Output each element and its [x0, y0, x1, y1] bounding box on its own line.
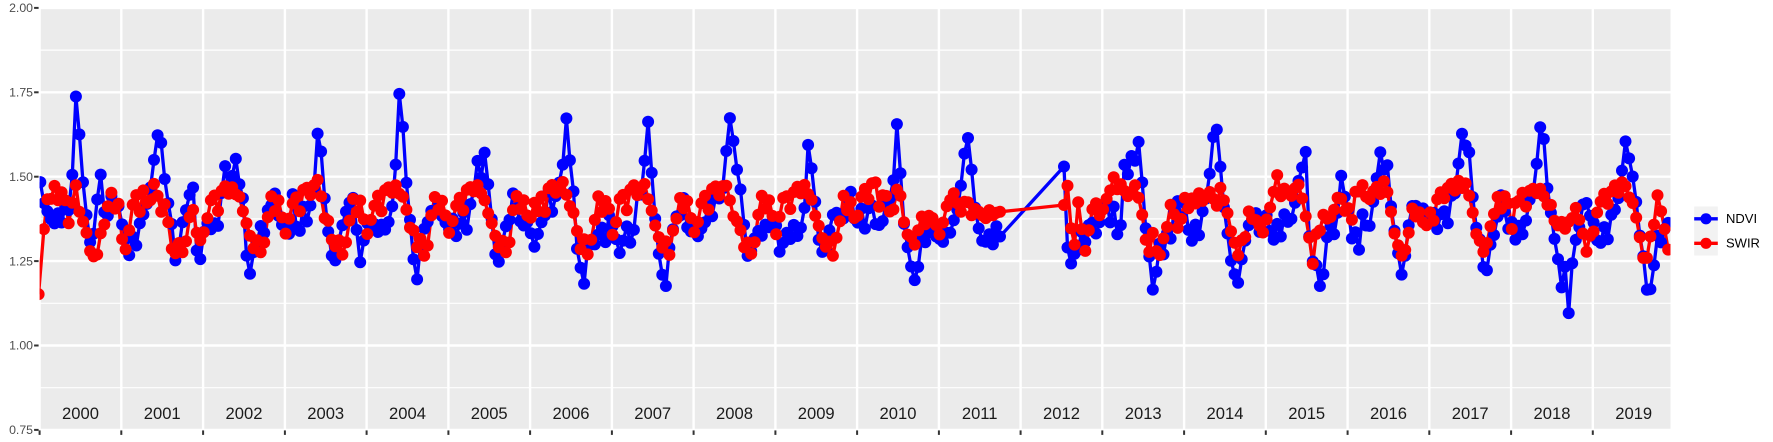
svg-text:1.50: 1.50	[9, 170, 33, 184]
svg-text:2005: 2005	[471, 404, 508, 423]
svg-text:2.00: 2.00	[9, 1, 33, 15]
svg-text:2019: 2019	[1615, 404, 1652, 423]
svg-text:2009: 2009	[798, 404, 835, 423]
svg-text:2013: 2013	[1125, 404, 1162, 423]
svg-text:2018: 2018	[1534, 404, 1571, 423]
svg-text:2006: 2006	[553, 404, 590, 423]
svg-text:2017: 2017	[1452, 404, 1489, 423]
svg-text:1.75: 1.75	[9, 86, 33, 100]
svg-text:2014: 2014	[1207, 404, 1244, 423]
svg-text:2001: 2001	[144, 404, 181, 423]
svg-text:2010: 2010	[880, 404, 917, 423]
svg-text:2012: 2012	[1043, 404, 1080, 423]
svg-text:2000: 2000	[62, 404, 99, 423]
svg-text:2011: 2011	[962, 404, 998, 423]
svg-text:2003: 2003	[307, 404, 344, 423]
svg-text:0.75: 0.75	[9, 423, 33, 437]
svg-text:NDVI: NDVI	[1726, 211, 1757, 226]
svg-text:1.25: 1.25	[9, 254, 33, 268]
svg-text:2008: 2008	[716, 404, 753, 423]
svg-text:2016: 2016	[1370, 404, 1407, 423]
svg-text:SWIR: SWIR	[1726, 236, 1760, 251]
svg-text:2004: 2004	[389, 404, 426, 423]
svg-text:1.00: 1.00	[9, 339, 33, 353]
svg-text:2002: 2002	[226, 404, 263, 423]
svg-text:2007: 2007	[634, 404, 671, 423]
svg-text:2015: 2015	[1288, 404, 1325, 423]
